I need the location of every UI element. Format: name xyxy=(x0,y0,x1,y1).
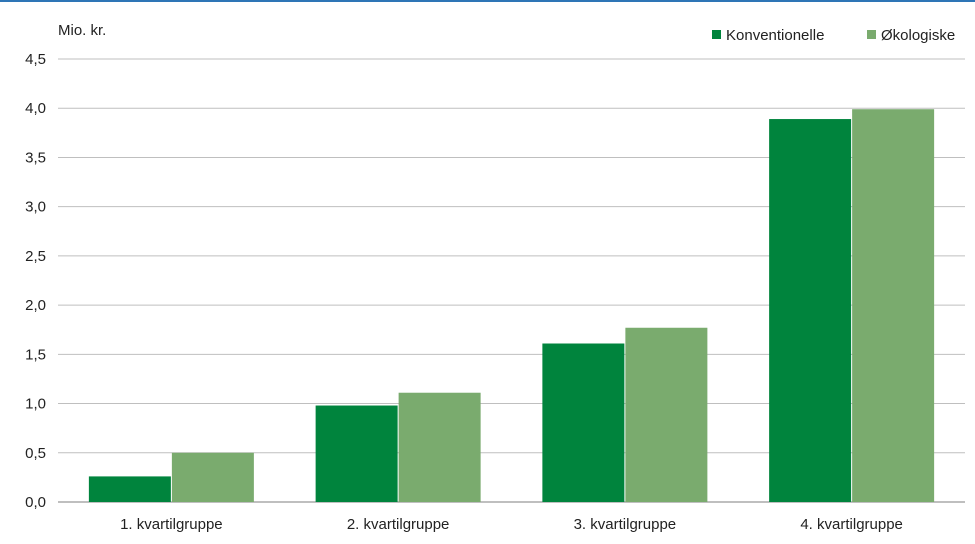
bar-konventionelle-4 xyxy=(769,119,852,502)
legend-label-konventionelle: Konventionelle xyxy=(726,27,824,44)
legend-swatch-okologiske xyxy=(867,30,876,39)
y-tick-label: 4,0 xyxy=(25,100,46,117)
bar-konventionelle-2 xyxy=(315,405,398,502)
top-accent-rule xyxy=(0,0,975,2)
y-axis-unit-label: Mio. kr. xyxy=(58,22,106,39)
y-tick-label: 0,5 xyxy=(25,445,46,462)
y-tick-label: 0,0 xyxy=(25,494,46,511)
bar-okologiske-4 xyxy=(852,109,935,502)
legend-swatch-konventionelle xyxy=(712,30,721,39)
x-tick-labels: 1. kvartilgruppe 2. kvartilgruppe 3. kvart… xyxy=(120,516,903,533)
legend-label-okologiske: Økologiske xyxy=(881,27,955,44)
y-tick-label: 1,5 xyxy=(25,346,46,363)
y-tick-label: 1,0 xyxy=(25,396,46,413)
x-tick-label: 3. kvartilgruppe xyxy=(574,516,677,533)
y-tick-label: 3,0 xyxy=(25,199,46,216)
bar-okologiske-3 xyxy=(625,327,708,502)
bar-konventionelle-1 xyxy=(88,476,171,502)
x-tick-label: 2. kvartilgruppe xyxy=(347,516,450,533)
y-tick-labels: 0,0 0,5 1,0 1,5 2,0 2,5 3,0 3,5 4,0 4,5 xyxy=(25,51,46,511)
y-tick-label: 3,5 xyxy=(25,149,46,166)
bars xyxy=(88,109,935,502)
y-tick-label: 4,5 xyxy=(25,51,46,68)
bar-okologiske-1 xyxy=(171,452,254,502)
bar-konventionelle-3 xyxy=(542,343,625,502)
y-tick-label: 2,5 xyxy=(25,248,46,265)
x-tick-label: 4. kvartilgruppe xyxy=(800,516,903,533)
bar-okologiske-2 xyxy=(398,392,481,502)
legend: Konventionelle Økologiske xyxy=(712,27,955,44)
y-tick-label: 2,0 xyxy=(25,297,46,314)
x-tick-label: 1. kvartilgruppe xyxy=(120,516,223,533)
